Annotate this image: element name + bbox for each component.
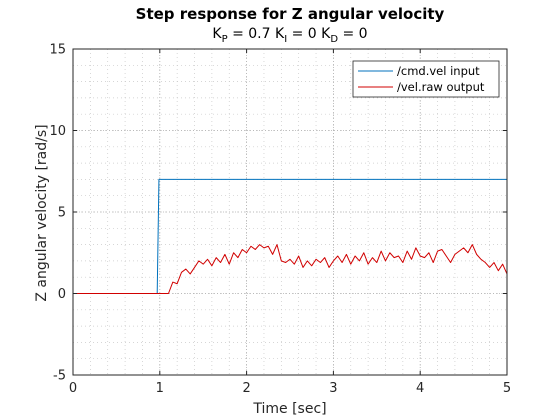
kd-value: = 0 — [338, 26, 368, 42]
legend-label-0: /cmd.vel input — [397, 64, 480, 78]
kd-subscript: D — [330, 34, 338, 45]
ki-value: = 0 — [287, 26, 321, 42]
kp-subscript: P — [222, 34, 228, 45]
x-tick-label: 3 — [329, 381, 337, 396]
x-tick-label: 5 — [503, 381, 511, 396]
y-tick-label: 15 — [49, 43, 66, 58]
x-tick-label: 4 — [416, 381, 424, 396]
ki-subscript: I — [284, 34, 287, 45]
x-axis-label: Time [sec] — [252, 401, 326, 417]
legend-entries: /cmd.vel input/vel.raw output — [358, 64, 485, 94]
legend-box — [352, 60, 500, 98]
ki-label: K — [275, 26, 285, 42]
y-tick-label: 10 — [49, 124, 66, 139]
y-tick-label: -5 — [53, 369, 66, 384]
chart-title: Step response for Z angular velocity — [136, 5, 445, 23]
y-tick-label: 0 — [58, 287, 66, 302]
y-tick-labels: -5 0 5 10 15 — [49, 43, 66, 384]
y-tick-label: 5 — [58, 206, 66, 221]
chart-subtitle: KP = 0.7 KI = 0 KD = 0 — [212, 26, 367, 45]
ticks-layer — [72, 48, 508, 376]
legend-label-1: /vel.raw output — [397, 80, 485, 94]
x-tick-label: 0 — [69, 381, 77, 396]
series-line-1 — [73, 244, 508, 294]
x-tick-label: 1 — [156, 381, 164, 396]
kp-value: = 0.7 — [228, 26, 275, 42]
kp-label: K — [212, 26, 222, 42]
y-axis-label: Z angular velocity [rad/s] — [34, 124, 50, 301]
plot-area — [72, 48, 508, 376]
legend: /cmd.vel input/vel.raw output — [352, 60, 500, 98]
series-layer — [73, 178, 508, 294]
x-tick-label: 2 — [242, 381, 250, 396]
kd-label: K — [321, 26, 331, 42]
x-tick-labels: 0 1 2 3 4 5 — [69, 381, 511, 396]
